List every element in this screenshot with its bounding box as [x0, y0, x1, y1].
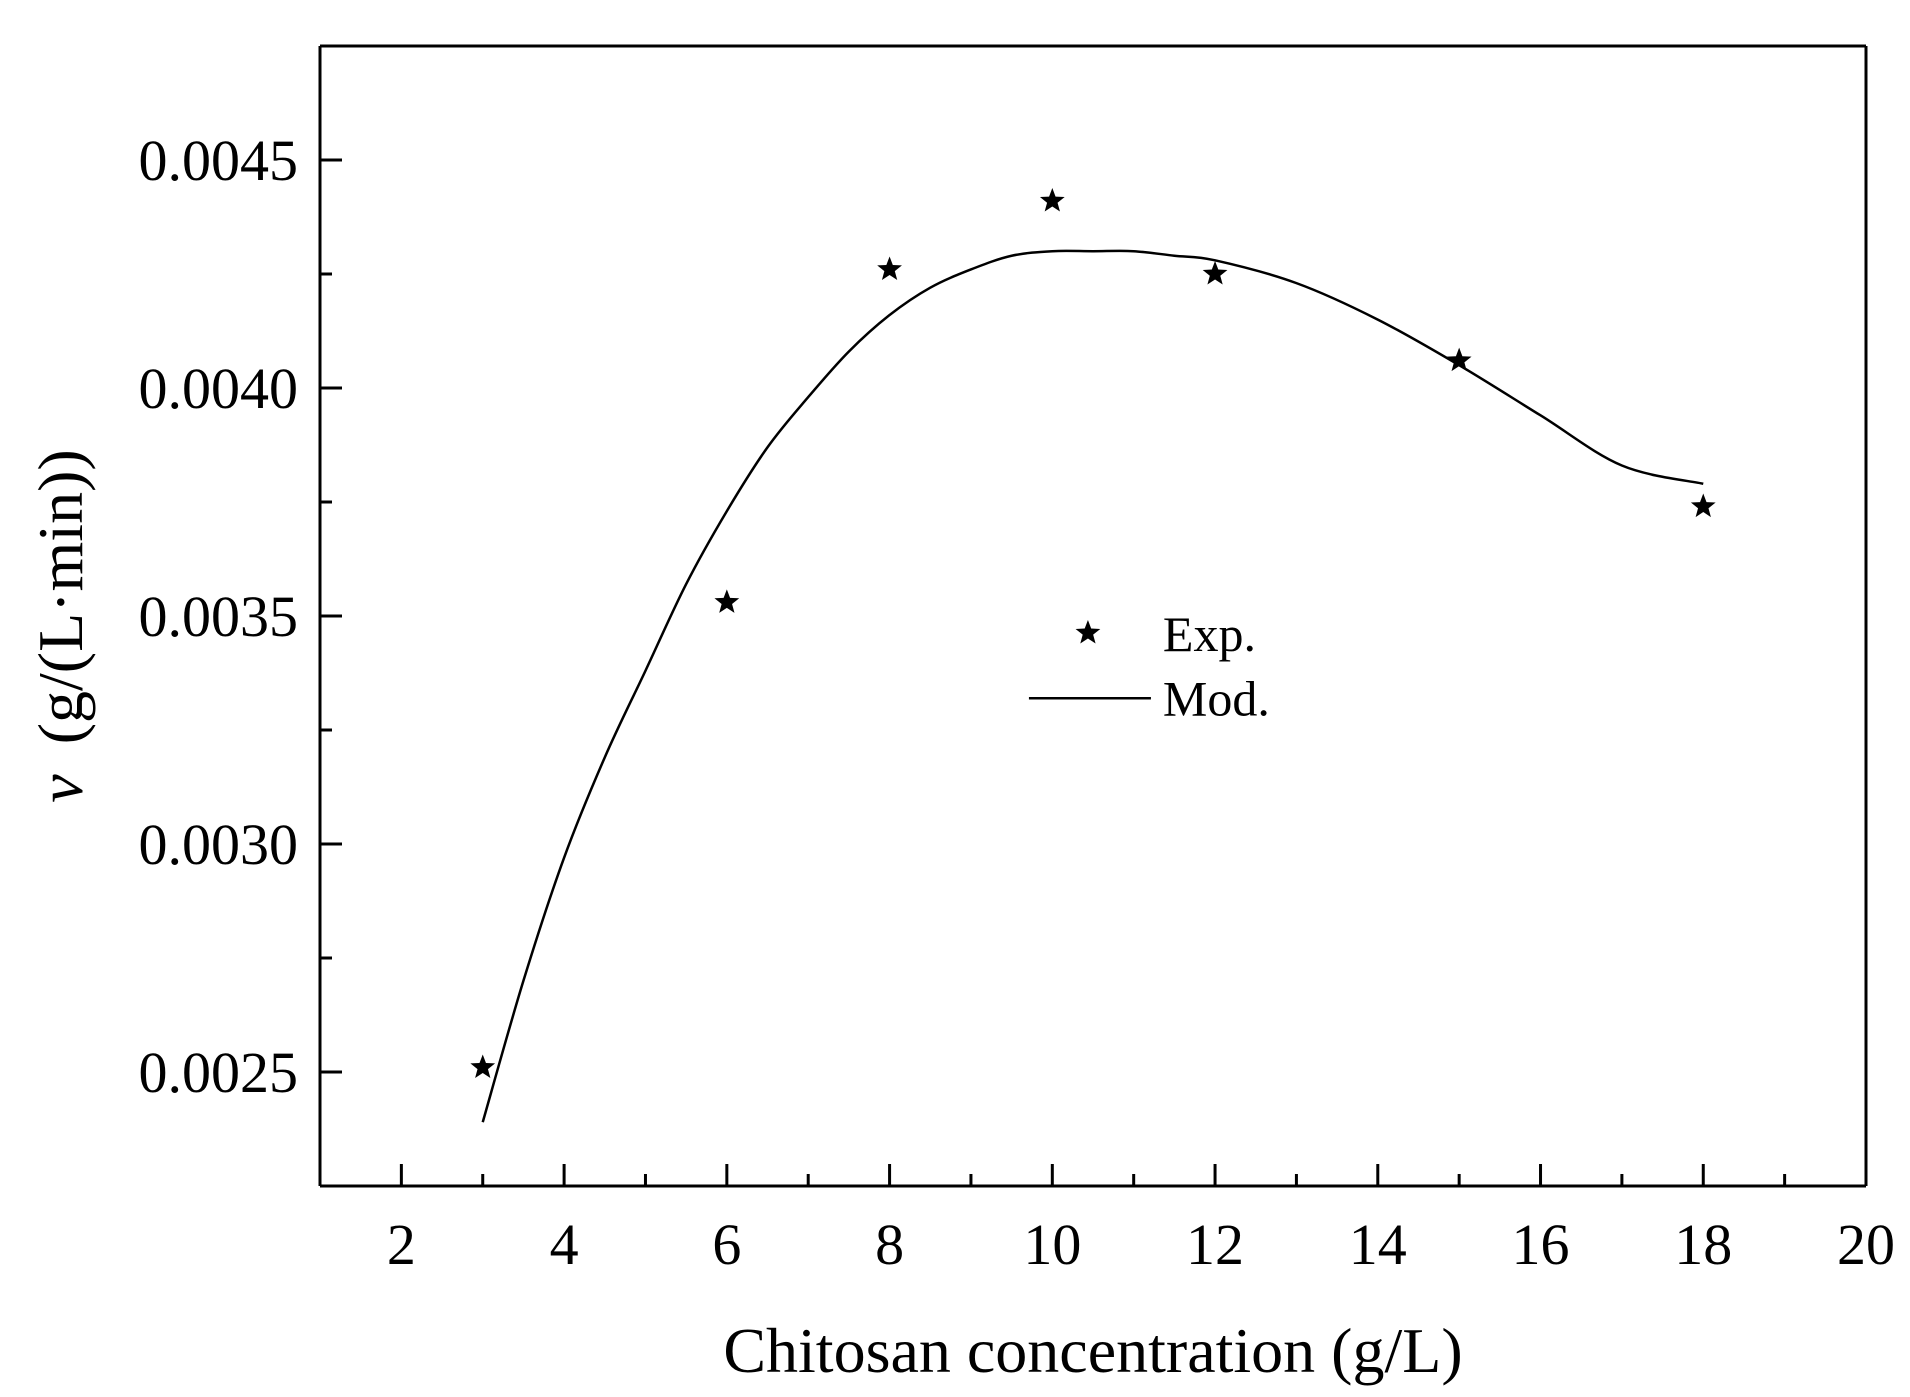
series-line-mod [481, 249, 1704, 1123]
legend-marker-exp [1075, 619, 1101, 644]
axes-frame [318, 44, 1868, 1188]
x-axis: 2 4 6 8 10 12 14 16 18 20 [387, 1164, 1895, 1277]
y-axis: 0.0025 0.0030 0.0035 0.0040 0.0045 [139, 128, 342, 1105]
data-point-exp [714, 589, 740, 613]
x-tick-label: 4 [550, 1212, 579, 1277]
y-tick-label: 0.0040 [139, 356, 299, 421]
x-tick-label: 10 [1023, 1212, 1081, 1277]
legend-label-exp: Exp. [1163, 606, 1256, 662]
y-axis-symbol: v [25, 774, 96, 803]
x-tick-label: 6 [712, 1212, 741, 1277]
y-axis-title: v (g/(L·min)) [25, 449, 96, 802]
legend: Exp. Mod. [1028, 606, 1270, 726]
x-tick-label: 8 [875, 1212, 904, 1277]
data-point-exp [1039, 188, 1065, 212]
y-tick-label: 0.0035 [139, 584, 299, 649]
x-tick-label: 16 [1512, 1212, 1570, 1277]
x-axis-title: Chitosan concentration (g/L) [723, 1315, 1462, 1386]
x-tick-label: 12 [1186, 1212, 1244, 1277]
data-point-exp [1202, 261, 1228, 285]
y-axis-unit: (g/(L·min)) [25, 449, 96, 744]
data-point-exp [877, 256, 902, 280]
legend-label-mod: Mod. [1163, 670, 1270, 726]
data-point-exp [1690, 493, 1716, 518]
data-point-exp [1446, 347, 1472, 372]
x-tick-label: 20 [1837, 1212, 1895, 1277]
series-exp-points [470, 188, 1716, 1078]
x-tick-label: 14 [1349, 1212, 1407, 1277]
y-tick-label: 0.0030 [139, 812, 299, 877]
legend-item-exp: Exp. [1075, 606, 1256, 662]
y-tick-label: 0.0025 [139, 1040, 299, 1105]
data-point-exp [470, 1054, 496, 1078]
plot-area [470, 188, 1716, 1123]
x-tick-label: 2 [387, 1212, 416, 1277]
y-tick-label: 0.0045 [139, 128, 299, 193]
legend-item-mod: Mod. [1028, 670, 1270, 726]
x-tick-label: 18 [1674, 1212, 1732, 1277]
